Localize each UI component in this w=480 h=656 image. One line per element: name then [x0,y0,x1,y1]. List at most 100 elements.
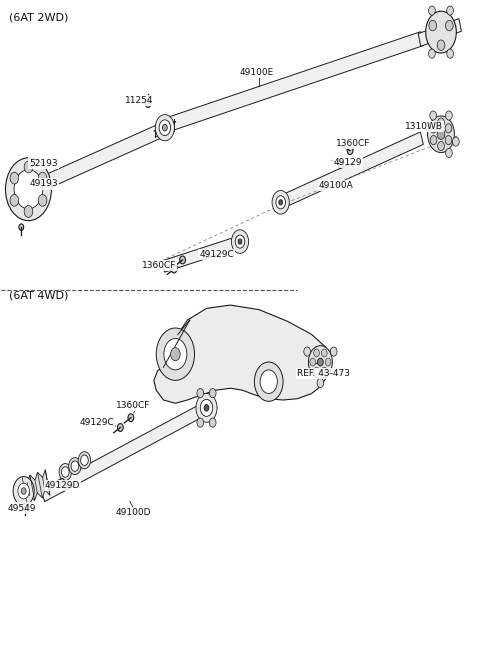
Circle shape [10,173,19,184]
Circle shape [426,11,456,53]
Circle shape [209,418,216,427]
Text: (6AT 2WD): (6AT 2WD) [9,12,69,22]
Polygon shape [22,470,50,503]
Circle shape [171,265,177,273]
Circle shape [196,394,217,422]
Circle shape [437,129,445,140]
Circle shape [304,347,311,356]
Circle shape [279,199,283,205]
Circle shape [197,388,204,398]
Circle shape [209,388,216,398]
Text: 11254: 11254 [125,96,154,105]
Circle shape [22,503,27,510]
Circle shape [200,400,213,417]
Circle shape [322,367,327,375]
Text: 1360CF: 1360CF [336,139,370,148]
Text: 1360CF: 1360CF [116,401,150,410]
Circle shape [437,40,445,51]
Circle shape [14,170,43,209]
Circle shape [170,348,180,361]
Text: 49129: 49129 [333,158,362,167]
Circle shape [118,424,123,432]
Circle shape [71,461,79,472]
Circle shape [310,358,316,366]
Circle shape [145,100,151,108]
Polygon shape [162,236,241,272]
Text: 49129D: 49129D [45,481,80,489]
Circle shape [156,328,194,380]
Circle shape [18,483,29,499]
Circle shape [430,136,437,145]
Circle shape [445,136,452,145]
Circle shape [164,338,187,370]
Text: 49129C: 49129C [80,418,114,427]
Circle shape [81,455,88,466]
Circle shape [347,147,353,155]
Circle shape [128,414,134,422]
Circle shape [445,124,452,133]
Circle shape [180,256,185,264]
Circle shape [325,358,331,366]
Text: (6AT 4WD): (6AT 4WD) [9,290,69,300]
Circle shape [322,349,327,357]
Text: 49100A: 49100A [319,181,354,190]
Circle shape [438,118,444,127]
Circle shape [447,6,454,15]
Text: 49193: 49193 [29,180,58,188]
Circle shape [162,125,167,131]
Polygon shape [169,31,423,131]
Circle shape [13,477,34,505]
Circle shape [197,418,204,427]
Polygon shape [25,125,160,197]
Polygon shape [279,132,423,209]
Circle shape [235,235,245,248]
Circle shape [447,49,454,58]
Circle shape [61,467,69,478]
Circle shape [314,367,320,375]
Text: 49100D: 49100D [116,508,151,517]
Polygon shape [154,305,331,403]
Circle shape [330,347,337,356]
Circle shape [254,362,283,401]
Circle shape [430,111,436,120]
Circle shape [445,20,453,31]
Circle shape [59,479,65,486]
Circle shape [69,458,81,475]
Circle shape [231,230,249,253]
Circle shape [238,239,242,244]
Polygon shape [41,401,208,502]
Text: 52193: 52193 [29,159,58,167]
Circle shape [276,195,286,209]
Circle shape [78,452,91,469]
Text: 1360CF: 1360CF [142,260,176,270]
Polygon shape [418,18,461,47]
Circle shape [10,194,19,206]
Circle shape [318,358,323,366]
Circle shape [204,405,209,411]
Text: 49549: 49549 [7,504,36,512]
Circle shape [309,346,332,379]
Circle shape [260,370,277,394]
Circle shape [438,142,444,151]
Circle shape [317,379,324,388]
Circle shape [429,20,436,31]
Circle shape [19,224,24,230]
Text: 1310WB: 1310WB [405,122,443,131]
Circle shape [453,137,459,146]
Circle shape [428,116,455,153]
Circle shape [38,173,47,184]
Text: 49100E: 49100E [240,68,274,77]
Circle shape [38,194,47,206]
Text: 49129C: 49129C [199,250,234,259]
Circle shape [272,190,289,214]
Circle shape [159,120,170,136]
Circle shape [24,161,33,173]
Circle shape [314,349,320,357]
Circle shape [59,464,72,481]
Circle shape [445,111,452,120]
Circle shape [429,49,435,58]
Circle shape [156,115,174,141]
Circle shape [5,158,51,220]
Circle shape [21,487,26,494]
Circle shape [430,124,437,133]
